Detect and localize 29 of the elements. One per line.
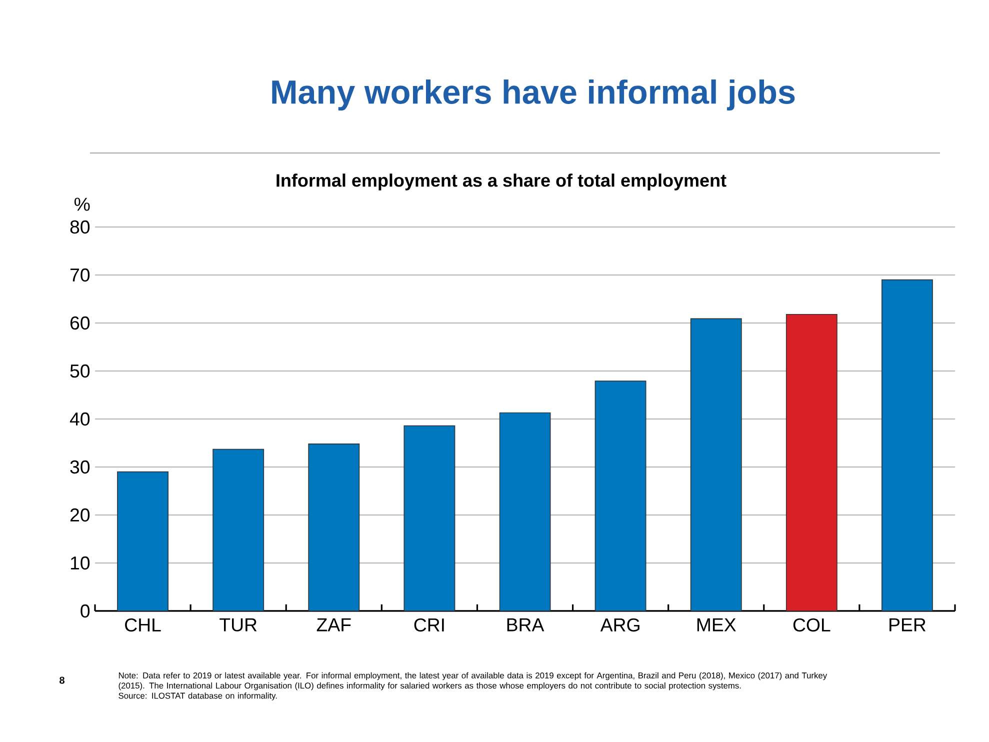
- y-tick-label: 60: [70, 316, 90, 330]
- y-tick-label: 30: [70, 460, 90, 474]
- x-tick-label: CHL: [125, 618, 161, 632]
- x-tick-label: PER: [890, 618, 926, 632]
- text: 8: [60, 676, 64, 684]
- bar: [594, 380, 646, 611]
- source-note: Source: ILOSTAT database on informality.: [118, 692, 277, 700]
- bar: [786, 314, 838, 611]
- y-tick-label: 20: [70, 508, 90, 522]
- text: Note: Data refer to 2019 or latest available year. For informal employment, the latest year of available data is 2019 except for Argentina, Brazil and Peru (2018), Mexico (2017) and Turkey (2015). The International Labour Organisation (ILO) defines informality for salaried workers as those whose employers do not contribute to social protection systems.: [118, 672, 828, 690]
- y-tick-label: 40: [70, 412, 90, 426]
- x-tick-label: ZAF: [316, 618, 351, 632]
- y-axis-title: %: [74, 198, 90, 211]
- y-tick-label: 50: [70, 364, 90, 378]
- y-tick-label: 10: [70, 556, 90, 570]
- x-tick-label: MEX: [697, 618, 736, 632]
- bar: [499, 412, 551, 611]
- x-tick-label: COL: [793, 618, 830, 632]
- y-tick-label: 70: [70, 268, 90, 282]
- x-tick-label: TUR: [220, 618, 257, 632]
- x-tick-label: ARG: [600, 618, 640, 632]
- y-tick-label: 80: [70, 220, 90, 234]
- chart-subtitle: Informal employment as a share of total employment: [276, 174, 726, 190]
- chart-title: Many workers have informal jobs: [272, 79, 795, 111]
- x-tick-label: CRI: [414, 618, 444, 632]
- bar: [117, 471, 169, 611]
- y-tick-label: 0: [80, 604, 90, 618]
- bar: [308, 444, 360, 611]
- x-tick-label: BRA: [507, 618, 544, 632]
